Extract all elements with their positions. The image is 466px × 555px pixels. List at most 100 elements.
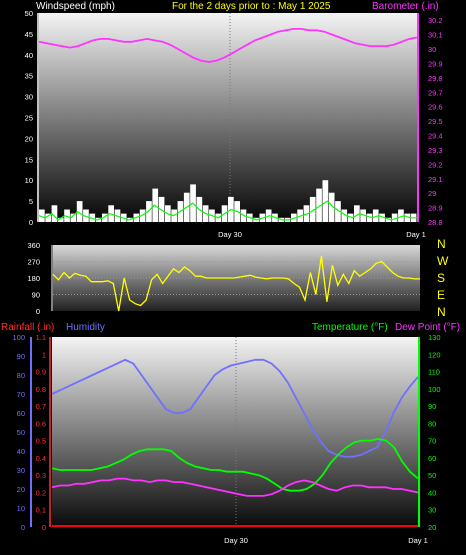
barometer-tick-label: 28.9 bbox=[428, 204, 443, 213]
barometer-tick-label: 28.8 bbox=[428, 218, 443, 227]
rainfall-tick-label: 0.6 bbox=[36, 419, 46, 428]
humidity-tick-label: 60 bbox=[17, 409, 25, 418]
windspeed-bar bbox=[316, 188, 322, 222]
temperature-tick-label: 40 bbox=[428, 488, 436, 497]
windspeed-bar bbox=[76, 201, 83, 222]
windspeed-tick-label: 30 bbox=[25, 93, 33, 102]
temperature-tick-label: 120 bbox=[428, 350, 441, 359]
windspeed-bar bbox=[360, 209, 366, 222]
windspeed-bar bbox=[341, 209, 348, 222]
barometer-tick-label: 29.6 bbox=[428, 103, 443, 112]
x-tick-day30-lower: Day 30 bbox=[224, 536, 248, 545]
windspeed-bar bbox=[398, 209, 404, 222]
lower-series bbox=[51, 358, 419, 527]
direction-tick-label: 270 bbox=[27, 258, 40, 267]
windspeed-bar bbox=[146, 201, 152, 222]
temperature-tick-label: 50 bbox=[428, 471, 436, 480]
rainfall-tick-label: 0 bbox=[42, 523, 46, 532]
rainfall-tick-label: 1.1 bbox=[36, 333, 46, 342]
dewpoint-axis-title: Dew Point (°F) bbox=[395, 322, 460, 333]
humidity-tick-label: 40 bbox=[17, 447, 25, 456]
windspeed-tick-label: 35 bbox=[25, 72, 33, 81]
temperature-tick-label: 80 bbox=[428, 419, 436, 428]
windspeed-tick-label: 0 bbox=[29, 218, 33, 227]
windspeed-bar bbox=[385, 217, 392, 222]
humidity-tick-label: 90 bbox=[17, 352, 25, 361]
windspeed-ticks: 0 5 10 15 20 25 30 35 40 45 50 bbox=[25, 9, 33, 227]
humidity-ticks: 0 10 20 30 40 50 60 70 80 90 100 bbox=[12, 333, 25, 532]
compass-label-e: E bbox=[437, 288, 445, 302]
windspeed-tick-label: 50 bbox=[25, 9, 33, 18]
windspeed-bar bbox=[64, 209, 70, 222]
windspeed-bar bbox=[372, 209, 379, 222]
barometer-tick-label: 30 bbox=[428, 45, 436, 54]
temperature-axis-title: Temperature (°F) bbox=[312, 322, 388, 333]
rainfall-tick-label: 1 bbox=[42, 350, 46, 359]
direction-tick-label: 180 bbox=[27, 274, 40, 283]
windspeed-bar bbox=[57, 217, 64, 222]
temperature-tick-label: 30 bbox=[428, 506, 436, 515]
windspeed-bar bbox=[335, 201, 341, 222]
direction-tick-label: 0 bbox=[36, 307, 40, 316]
humidity-axis-title: Humidity bbox=[66, 322, 105, 333]
windspeed-bar bbox=[139, 209, 146, 222]
chart-title: For the 2 days prior to : May 1 2025 bbox=[172, 1, 331, 12]
humidity-tick-label: 70 bbox=[17, 390, 25, 399]
barometer-line bbox=[38, 27, 418, 63]
rainfall-tick-label: 0.9 bbox=[36, 368, 46, 377]
temperature-line bbox=[51, 437, 419, 492]
humidity-tick-label: 80 bbox=[17, 371, 25, 380]
humidity-line bbox=[51, 358, 419, 458]
compass-label-s: S bbox=[437, 271, 445, 285]
humidity-tick-label: 20 bbox=[17, 485, 25, 494]
temperature-tick-label: 60 bbox=[428, 454, 436, 463]
temperature-tick-label: 130 bbox=[428, 333, 441, 342]
windspeed-tick-label: 25 bbox=[25, 114, 33, 123]
direction-series bbox=[52, 255, 420, 312]
temperature-tick-label: 20 bbox=[428, 523, 436, 532]
dewpoint-line bbox=[51, 477, 419, 497]
windspeed-bar bbox=[322, 180, 329, 222]
average-wind-line bbox=[38, 200, 417, 221]
barometer-tick-label: 29 bbox=[428, 189, 436, 198]
rainfall-tick-label: 0.8 bbox=[36, 385, 46, 394]
humidity-tick-label: 10 bbox=[17, 504, 25, 513]
barometer-tick-label: 29.4 bbox=[428, 132, 443, 141]
upper-series bbox=[38, 27, 418, 222]
humidity-tick-label: 0 bbox=[21, 523, 25, 532]
temperature-tick-label: 100 bbox=[428, 385, 441, 394]
windspeed-tick-label: 45 bbox=[25, 30, 33, 39]
barometer-tick-label: 30.2 bbox=[428, 16, 443, 25]
compass-label-n: N bbox=[437, 237, 446, 251]
windspeed-bar bbox=[379, 213, 385, 222]
windspeed-bar bbox=[309, 196, 316, 222]
windspeed-bar bbox=[366, 213, 373, 222]
windspeed-bar bbox=[354, 205, 360, 222]
barometer-tick-label: 29.8 bbox=[428, 74, 443, 83]
humidity-tick-label: 50 bbox=[17, 428, 25, 437]
lower-gridlines bbox=[52, 337, 418, 527]
barometer-tick-label: 29.1 bbox=[428, 175, 443, 184]
rainfall-tick-label: 0.1 bbox=[36, 506, 46, 515]
rainfall-tick-label: 0.2 bbox=[36, 488, 46, 497]
x-tick-day1-lower: Day 1 bbox=[408, 536, 428, 545]
barometer-tick-label: 30.1 bbox=[428, 31, 443, 40]
barometer-tick-label: 29.9 bbox=[428, 59, 443, 68]
windspeed-tick-label: 20 bbox=[25, 134, 33, 143]
temperature-ticks: 20 30 40 50 60 70 80 90 100 110 120 130 bbox=[428, 333, 441, 532]
rainfall-tick-label: 0.4 bbox=[36, 454, 46, 463]
windspeed-bar bbox=[347, 213, 354, 222]
rainfall-axis-title: Rainfall (.in) bbox=[1, 322, 54, 333]
windspeed-tick-label: 40 bbox=[25, 51, 33, 60]
windspeed-bar bbox=[70, 213, 77, 222]
windspeed-bar bbox=[328, 192, 335, 222]
windspeed-bar bbox=[102, 213, 108, 222]
compass-label-n: N bbox=[437, 305, 446, 319]
windspeed-tick-label: 10 bbox=[25, 176, 33, 185]
windspeed-bar bbox=[89, 213, 96, 222]
windspeed-bar bbox=[83, 209, 89, 222]
direction-ticks: 0 90 180 270 360 bbox=[27, 241, 40, 316]
windspeed-tick-label: 15 bbox=[25, 155, 33, 164]
